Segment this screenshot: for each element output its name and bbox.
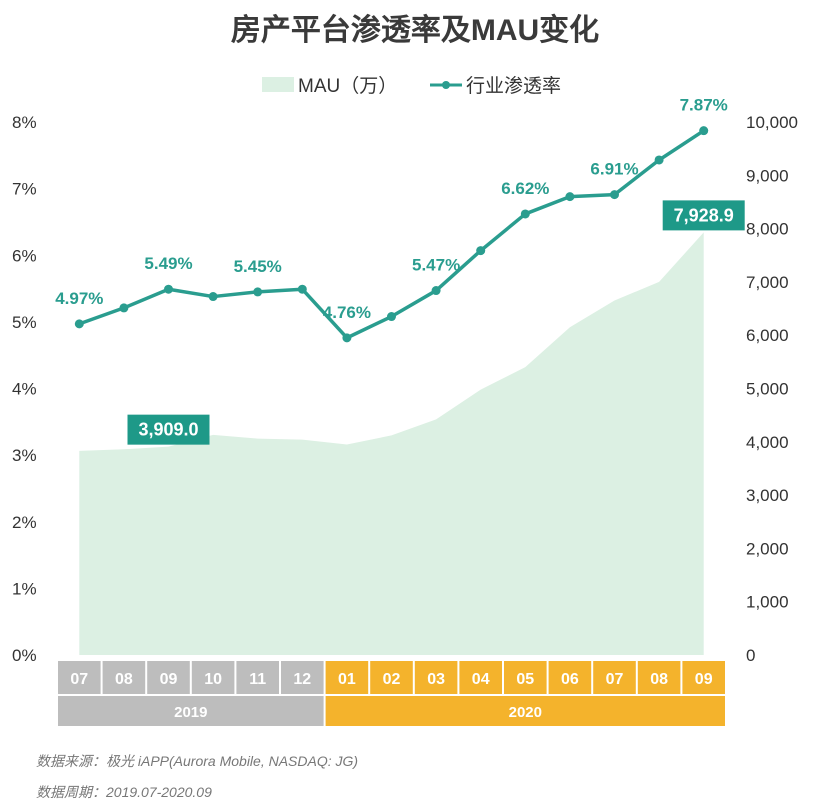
penetration-point bbox=[565, 192, 575, 202]
right-tick-label: 10,000 bbox=[746, 113, 798, 132]
left-tick-label: 6% bbox=[12, 246, 37, 265]
penetration-point bbox=[431, 286, 441, 296]
footer-period: 数据周期：2019.07-2020.09 bbox=[36, 784, 212, 800]
penetration-point bbox=[654, 155, 664, 165]
year-label: 2020 bbox=[509, 704, 542, 721]
penetration-point bbox=[119, 303, 129, 313]
month-box bbox=[147, 661, 190, 694]
penetration-line-layer bbox=[74, 126, 709, 343]
right-tick-label: 3,000 bbox=[746, 486, 789, 505]
penetration-value-label: 5.49% bbox=[144, 254, 192, 273]
year-bar bbox=[58, 696, 324, 726]
right-axis: 0 1,000 2,000 3,000 4,000 5,000 6,000 7,000 8,00… bbox=[746, 113, 798, 665]
left-tick-label: 8% bbox=[12, 113, 37, 132]
right-tick-label: 1,000 bbox=[746, 593, 789, 612]
month-box bbox=[548, 661, 592, 694]
penetration-value-label: 6.91% bbox=[590, 160, 638, 179]
mau-value-label: 7,928.9 bbox=[674, 205, 734, 225]
month-label: 07 bbox=[606, 671, 624, 688]
penetration-point bbox=[297, 284, 307, 294]
month-box bbox=[191, 661, 235, 694]
month-box bbox=[682, 661, 725, 694]
mau-value-label: 3,909.0 bbox=[138, 420, 198, 440]
penetration-value-label: 5.45% bbox=[234, 257, 282, 276]
month-label: 09 bbox=[695, 671, 713, 688]
month-label: 06 bbox=[561, 671, 579, 688]
month-label: 03 bbox=[427, 671, 445, 688]
month-label: 07 bbox=[70, 671, 88, 688]
month-label: 09 bbox=[160, 671, 178, 688]
right-tick-label: 7,000 bbox=[746, 273, 789, 292]
right-tick-label: 9,000 bbox=[746, 166, 789, 185]
month-box bbox=[58, 661, 101, 694]
month-box bbox=[414, 661, 458, 694]
year-label: 2019 bbox=[174, 704, 207, 721]
right-tick-label: 5,000 bbox=[746, 380, 789, 399]
penetration-point bbox=[699, 126, 709, 136]
mau-area-layer bbox=[79, 232, 704, 655]
month-box bbox=[102, 661, 146, 694]
penetration-labels: 4.97% 5.49% 5.45% 4.76% 5.47% 6.62% 6.91% 7.87% bbox=[55, 96, 728, 322]
month-axis: 07 08 09 10 11 12 01 02 03 04 05 06 07 08 09 bbox=[58, 661, 725, 694]
penetration-point bbox=[610, 190, 619, 200]
chart-title: 房产平台渗透率及MAU变化 bbox=[231, 13, 599, 47]
mau-labels: 3,909.0 7,928.9 bbox=[127, 200, 745, 445]
month-box bbox=[236, 661, 279, 694]
penetration-value-label: 5.47% bbox=[412, 256, 460, 275]
penetration-point bbox=[164, 284, 173, 294]
left-tick-label: 5% bbox=[12, 313, 37, 332]
penetration-point bbox=[387, 312, 396, 322]
left-tick-label: 4% bbox=[12, 380, 37, 399]
mau-area bbox=[79, 232, 704, 655]
legend-mau-label: MAU（万） bbox=[298, 75, 397, 97]
left-tick-label: 2% bbox=[12, 513, 37, 532]
month-box bbox=[504, 661, 547, 694]
penetration-value-label: 4.76% bbox=[323, 303, 371, 322]
month-label: 12 bbox=[293, 671, 311, 688]
month-box bbox=[325, 661, 369, 694]
month-box bbox=[637, 661, 681, 694]
right-tick-label: 0 bbox=[746, 646, 755, 665]
left-axis: 0% 1% 2% 3% 4% 5% 6% 7% 8% bbox=[12, 113, 37, 665]
month-box bbox=[370, 661, 413, 694]
month-label: 04 bbox=[472, 671, 490, 688]
left-tick-label: 3% bbox=[12, 446, 37, 465]
left-tick-label: 1% bbox=[12, 579, 37, 598]
penetration-point bbox=[208, 292, 218, 302]
left-tick-label: 0% bbox=[12, 646, 37, 665]
left-tick-label: 7% bbox=[12, 180, 37, 199]
month-label: 08 bbox=[650, 671, 668, 688]
month-box bbox=[459, 661, 502, 694]
penetration-point bbox=[476, 246, 486, 256]
month-label: 01 bbox=[338, 671, 356, 688]
penetration-point bbox=[520, 209, 530, 219]
right-tick-label: 4,000 bbox=[746, 433, 789, 452]
penetration-point bbox=[342, 333, 352, 343]
legend-line-marker bbox=[442, 81, 450, 89]
month-label: 08 bbox=[115, 671, 133, 688]
penetration-point bbox=[253, 287, 263, 297]
right-tick-label: 2,000 bbox=[746, 539, 789, 558]
penetration-value-label: 7.87% bbox=[680, 96, 728, 115]
month-box bbox=[593, 661, 636, 694]
legend-penetration-label: 行业渗透率 bbox=[466, 75, 561, 97]
penetration-point bbox=[74, 319, 84, 329]
month-label: 05 bbox=[516, 671, 534, 688]
right-tick-label: 6,000 bbox=[746, 326, 789, 345]
month-label: 02 bbox=[383, 671, 401, 688]
legend-area-swatch bbox=[262, 77, 294, 92]
right-tick-label: 8,000 bbox=[746, 220, 789, 239]
penetration-value-label: 6.62% bbox=[501, 179, 549, 198]
year-axis: 2019 2020 bbox=[58, 696, 725, 726]
legend: MAU（万） 行业渗透率 bbox=[262, 75, 561, 97]
month-box bbox=[281, 661, 324, 694]
footer-source: 数据来源：极光 iAPP(Aurora Mobile, NASDAQ: JG) bbox=[36, 753, 358, 769]
month-label: 10 bbox=[204, 671, 222, 688]
mau-value-box bbox=[662, 200, 745, 231]
mau-value-box bbox=[127, 414, 210, 445]
month-label: 11 bbox=[249, 671, 266, 688]
year-bar bbox=[325, 696, 725, 726]
penetration-value-label: 4.97% bbox=[55, 289, 103, 308]
